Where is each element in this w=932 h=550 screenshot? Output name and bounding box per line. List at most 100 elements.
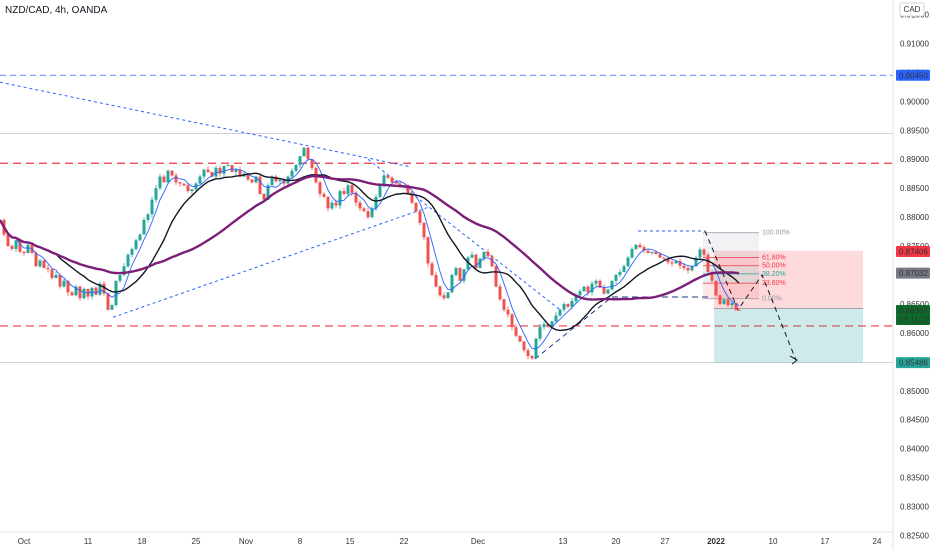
x-tick-label: 22 (400, 537, 409, 546)
candle-body (430, 263, 434, 275)
candle-body (502, 299, 506, 310)
candle-body (218, 167, 222, 174)
candle-body (26, 244, 30, 253)
candle-body (486, 251, 490, 257)
candle-body (106, 293, 110, 310)
candle-body (98, 283, 102, 295)
candle-body (222, 166, 226, 174)
candle-body (598, 280, 602, 288)
candle-body (494, 266, 498, 287)
candle-body (362, 208, 366, 212)
x-tick-label: Oct (18, 537, 31, 546)
chart-title: NZD/CAD, 4h, OANDA (5, 5, 108, 16)
candle-body (62, 280, 66, 287)
price-tag-value: 0.87406 (899, 247, 928, 256)
candle-body (250, 179, 254, 183)
candle-body (686, 268, 690, 271)
candle-body (74, 286, 78, 296)
candle-body (638, 244, 642, 248)
price-tag-value: 0.87032 (899, 269, 928, 278)
candle-body (562, 303, 566, 310)
candle-body (726, 299, 730, 306)
candle-body (350, 185, 354, 193)
y-tick-label: 0.84500 (900, 416, 929, 425)
candle-body (294, 165, 298, 171)
candle-body (122, 266, 126, 275)
candle-body (702, 249, 706, 255)
candle-body (14, 240, 18, 249)
y-tick-label: 0.82500 (900, 532, 929, 541)
candle-body (470, 254, 474, 258)
candle-body (522, 341, 526, 351)
price-tag (896, 69, 930, 81)
fib-zone (703, 273, 759, 284)
candle-body (422, 222, 426, 238)
x-tick-label: 20 (612, 537, 621, 546)
x-tick-label: 18 (138, 537, 147, 546)
price-tag-value: 0.86387 (899, 306, 928, 315)
candle-body (190, 189, 194, 192)
candle-body (334, 202, 338, 206)
take-profit-zone (714, 308, 863, 363)
fib-level-label: 100.00% (762, 230, 790, 237)
candle-body (298, 156, 302, 165)
candle-body (202, 169, 206, 177)
y-tick-label: 0.88500 (900, 184, 929, 193)
candle-body (442, 295, 446, 299)
candle-body (310, 159, 314, 168)
trendline-lower (112, 206, 431, 318)
candle-body (514, 327, 518, 336)
candle-body (410, 193, 414, 203)
candle-body (438, 286, 442, 296)
y-tick-label: 0.89500 (900, 126, 929, 135)
candle-body (574, 295, 578, 302)
candle-body (546, 324, 550, 326)
candle-body (178, 182, 182, 184)
candle-body (658, 254, 662, 258)
fib-zone (703, 257, 759, 266)
candle-body (682, 265, 686, 269)
candle-body (274, 176, 278, 182)
fib-level-label: 23.60% (762, 280, 786, 287)
y-tick-label: 0.86500 (900, 300, 929, 309)
x-tick-label: 11 (84, 537, 93, 546)
candle-body (630, 248, 634, 258)
price-tag (896, 304, 930, 325)
x-tick-label: 24 (873, 537, 882, 546)
candle-body (318, 182, 322, 194)
trendline-upper (0, 81, 411, 168)
candle-body (466, 257, 470, 270)
currency-box[interactable] (899, 2, 925, 17)
candle-body (66, 280, 70, 293)
candle-body (170, 170, 174, 176)
time-axis[interactable]: Oct 11 18 25 Nov 8 15 22 Dec 13 20 27 2022 10 17 24 (18, 537, 882, 546)
candle-body (554, 315, 558, 322)
candle-body (434, 275, 438, 287)
candle-body (382, 175, 386, 186)
candle-body (246, 173, 250, 180)
candle-body (18, 240, 22, 252)
candle-body (674, 261, 678, 264)
candle-body (374, 196, 378, 209)
candle-body (358, 202, 362, 209)
fib-level-label: 61.80% (762, 255, 786, 262)
candle-body (478, 258, 482, 269)
candle-body (450, 275, 454, 293)
candle-body (594, 280, 598, 284)
candle-body (210, 171, 214, 177)
candle-body (474, 254, 478, 269)
candle-body (734, 302, 738, 310)
candle-body (606, 289, 610, 294)
candle-body (542, 324, 546, 328)
candle-body (346, 185, 350, 194)
candle-body (206, 169, 210, 172)
candle-body (714, 280, 718, 296)
candle-body (366, 211, 370, 218)
ma-fast-line (0, 158, 740, 350)
candle-body (690, 266, 694, 271)
candle-body (706, 254, 710, 273)
candle-body (730, 302, 734, 306)
x-tick-label: 15 (346, 537, 355, 546)
